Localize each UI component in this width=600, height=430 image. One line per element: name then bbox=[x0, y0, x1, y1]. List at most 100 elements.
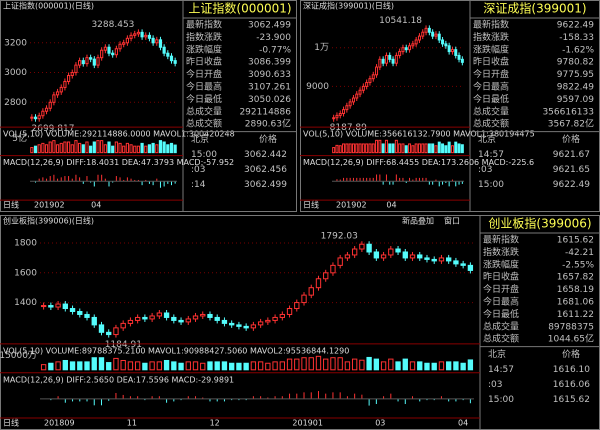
candle bbox=[380, 254, 387, 259]
date-label: 04 bbox=[458, 419, 468, 428]
volume-bar bbox=[144, 145, 148, 154]
candle bbox=[55, 91, 60, 96]
volume-bar bbox=[62, 359, 68, 371]
high-label: 10541.18 bbox=[379, 16, 422, 26]
candle bbox=[129, 34, 133, 39]
volume-bar bbox=[279, 361, 285, 371]
candle bbox=[388, 248, 394, 256]
stat-label: 指数涨跌 bbox=[483, 246, 519, 258]
stat-value: 9780.82 bbox=[557, 58, 594, 68]
ticks-header: 北京 bbox=[478, 133, 496, 145]
tick-time: 15:00 bbox=[478, 180, 504, 190]
candle bbox=[355, 93, 359, 99]
vol-text: VOL(5,10) VOLUME:89788375.2100 MAVOL1:90… bbox=[3, 346, 349, 355]
volume-bar bbox=[178, 362, 184, 371]
candle bbox=[279, 313, 285, 318]
candle bbox=[368, 78, 372, 84]
candle bbox=[394, 54, 398, 64]
candle bbox=[366, 243, 372, 253]
volume-bar bbox=[52, 140, 56, 154]
volume-bar bbox=[103, 144, 107, 154]
candle bbox=[388, 54, 392, 60]
stat-label: 最新指数 bbox=[473, 19, 509, 31]
volume-bar bbox=[55, 144, 60, 154]
stat-value: -42.21 bbox=[565, 248, 594, 258]
volume-bar bbox=[351, 143, 355, 154]
stat-label: 今日最低 bbox=[186, 93, 222, 105]
candle bbox=[114, 48, 118, 56]
candle bbox=[450, 49, 454, 53]
volume-bar bbox=[388, 358, 394, 371]
candle bbox=[52, 94, 56, 103]
candle bbox=[166, 52, 170, 57]
volume-bar bbox=[335, 144, 339, 154]
volume-bar bbox=[391, 143, 395, 154]
candle bbox=[162, 46, 166, 54]
volume-bar bbox=[40, 364, 47, 371]
volume-bar bbox=[444, 145, 448, 154]
panel: 深证成指(399001)(日线) 1万 9000 10541.18 8187.89VOL… bbox=[300, 0, 600, 212]
candle bbox=[265, 319, 271, 323]
toolbar-item[interactable]: 新品叠加 bbox=[402, 216, 434, 226]
volume-bar bbox=[404, 145, 408, 154]
stat-label: 今日开盘 bbox=[473, 68, 509, 80]
tick-time: :14 bbox=[191, 180, 206, 190]
volume-bar bbox=[48, 141, 52, 154]
candle bbox=[96, 57, 100, 66]
volume-bar bbox=[447, 141, 451, 154]
stat-label: 涨跌幅度 bbox=[473, 43, 509, 55]
volume-bar bbox=[214, 361, 220, 371]
volume-bar bbox=[460, 144, 464, 154]
volume-bar bbox=[338, 145, 342, 154]
stat-label: 昨日收盘 bbox=[186, 56, 222, 68]
volume-bar bbox=[438, 361, 445, 371]
candle bbox=[308, 287, 314, 296]
volume-bar bbox=[77, 361, 83, 371]
stat-value: 1681.06 bbox=[557, 298, 594, 308]
stat-value: 3567.82亿 bbox=[548, 118, 594, 130]
candle bbox=[272, 316, 278, 321]
candle bbox=[257, 321, 264, 326]
candle bbox=[48, 101, 52, 109]
candle bbox=[250, 324, 257, 329]
volume-bar bbox=[265, 362, 271, 371]
candle bbox=[338, 112, 342, 116]
candle bbox=[384, 54, 388, 64]
candle bbox=[62, 303, 68, 310]
volume-bar bbox=[294, 358, 300, 371]
candle bbox=[453, 260, 459, 265]
candle bbox=[113, 327, 119, 336]
volume-bar bbox=[156, 361, 163, 371]
stat-value: 1658.19 bbox=[557, 285, 594, 295]
candle bbox=[294, 302, 300, 310]
volume-bar bbox=[434, 145, 438, 154]
vol-text: VOL(5,10) VOLUME:356616132.7900 MAVOL1:3… bbox=[303, 130, 535, 139]
candle bbox=[414, 39, 418, 45]
candle bbox=[431, 31, 435, 37]
volume-bar bbox=[66, 141, 71, 154]
stat-value: 1611.22 bbox=[557, 310, 594, 320]
volume-bar bbox=[388, 143, 392, 154]
candle bbox=[446, 257, 452, 262]
volume-bar bbox=[125, 142, 129, 154]
toolbar-item[interactable]: 窗口 bbox=[444, 216, 460, 226]
volume-bar bbox=[229, 362, 235, 371]
stat-label: 总成交额 bbox=[473, 118, 509, 130]
candle bbox=[454, 49, 458, 56]
candle bbox=[136, 31, 141, 35]
panel-frame bbox=[0, 0, 297, 212]
macd-text: MACD(12,26,9) DIFF:68.4455 DEA:173.2606 … bbox=[303, 158, 534, 167]
stat-value: -23.900 bbox=[256, 33, 291, 43]
volume-bar bbox=[358, 143, 362, 154]
stat-value: 9775.95 bbox=[557, 70, 594, 80]
candle bbox=[169, 55, 174, 62]
candle bbox=[122, 42, 126, 45]
stat-value: 356616133 bbox=[542, 107, 594, 117]
stat-label: 总成交量 bbox=[473, 105, 509, 117]
candle bbox=[229, 322, 235, 326]
volume-bar bbox=[355, 143, 359, 154]
candle bbox=[375, 66, 379, 76]
stat-value: 3107.261 bbox=[248, 83, 291, 93]
candle bbox=[63, 80, 67, 88]
candle bbox=[408, 45, 412, 51]
